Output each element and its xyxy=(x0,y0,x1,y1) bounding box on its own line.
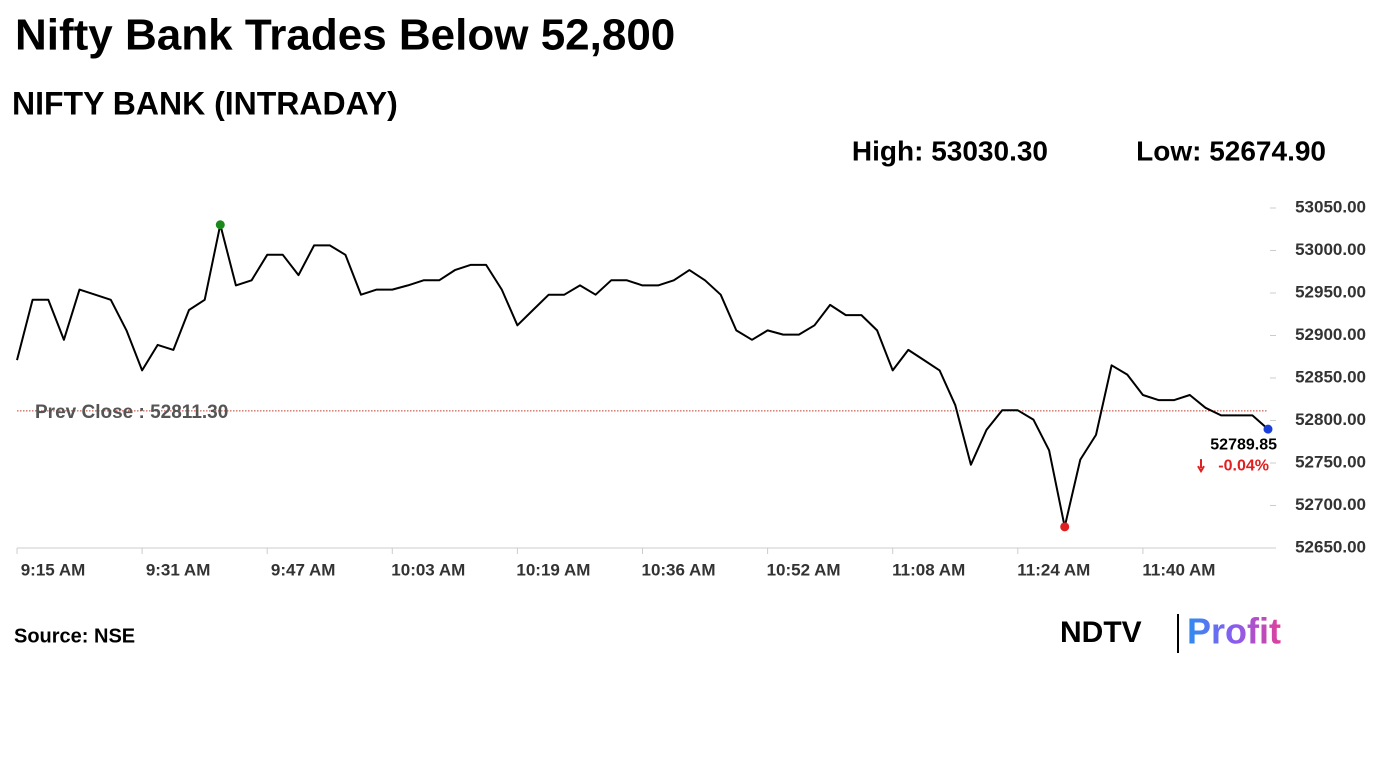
change-label: -0.04% xyxy=(1218,457,1269,474)
y-tick-label: 52650.00 xyxy=(1295,537,1366,556)
y-tick-label: 52900.00 xyxy=(1295,325,1366,344)
price-line xyxy=(16,223,1269,528)
chart-subtitle: NIFTY BANK (INTRADAY) xyxy=(12,85,398,121)
last-value-label: 52789.85 xyxy=(1210,436,1277,453)
x-tick-label: 9:15 AM xyxy=(21,560,86,579)
x-tick-label: 11:24 AM xyxy=(1017,560,1090,579)
y-tick-label: 52700.00 xyxy=(1295,495,1366,514)
chart-title: Nifty Bank Trades Below 52,800 xyxy=(15,11,675,60)
high-label: High: 53030.30 xyxy=(852,135,1048,166)
high-marker xyxy=(215,220,225,230)
down-arrow xyxy=(1197,459,1205,474)
x-tick-label: 9:47 AM xyxy=(271,560,336,579)
plot-area: 52650.00 52700.00 52750.00 52800.00 52850.00… xyxy=(16,197,1366,579)
x-tick-label: 10:03 AM xyxy=(391,560,465,579)
y-tick-label: 53050.00 xyxy=(1295,197,1366,216)
source: Source: NSE xyxy=(14,625,135,647)
low-label: Low: 52674.90 xyxy=(1136,135,1326,166)
y-tick-label: 52800.00 xyxy=(1295,410,1366,429)
x-tick-label: 10:36 AM xyxy=(641,560,715,579)
x-tick-label: 11:08 AM xyxy=(892,560,965,579)
y-tick-label: 52750.00 xyxy=(1295,452,1366,471)
last-marker xyxy=(1263,424,1273,434)
y-tick-label: 52850.00 xyxy=(1295,367,1366,386)
x-tick-label: 9:31 AM xyxy=(146,560,211,579)
x-tick-label: 10:52 AM xyxy=(767,560,841,579)
reference-label: Prev Close : 52811.30 xyxy=(35,402,228,423)
logo-ndtv: NDTV xyxy=(1060,616,1142,649)
y-tick-label: 53000.00 xyxy=(1295,240,1366,259)
logo-profit: Profit xyxy=(1187,611,1281,652)
x-tick-label: 11:40 AM xyxy=(1142,560,1215,579)
y-tick-label: 52950.00 xyxy=(1295,282,1366,301)
low-marker xyxy=(1060,522,1070,532)
x-tick-label: 10:19 AM xyxy=(516,560,590,579)
